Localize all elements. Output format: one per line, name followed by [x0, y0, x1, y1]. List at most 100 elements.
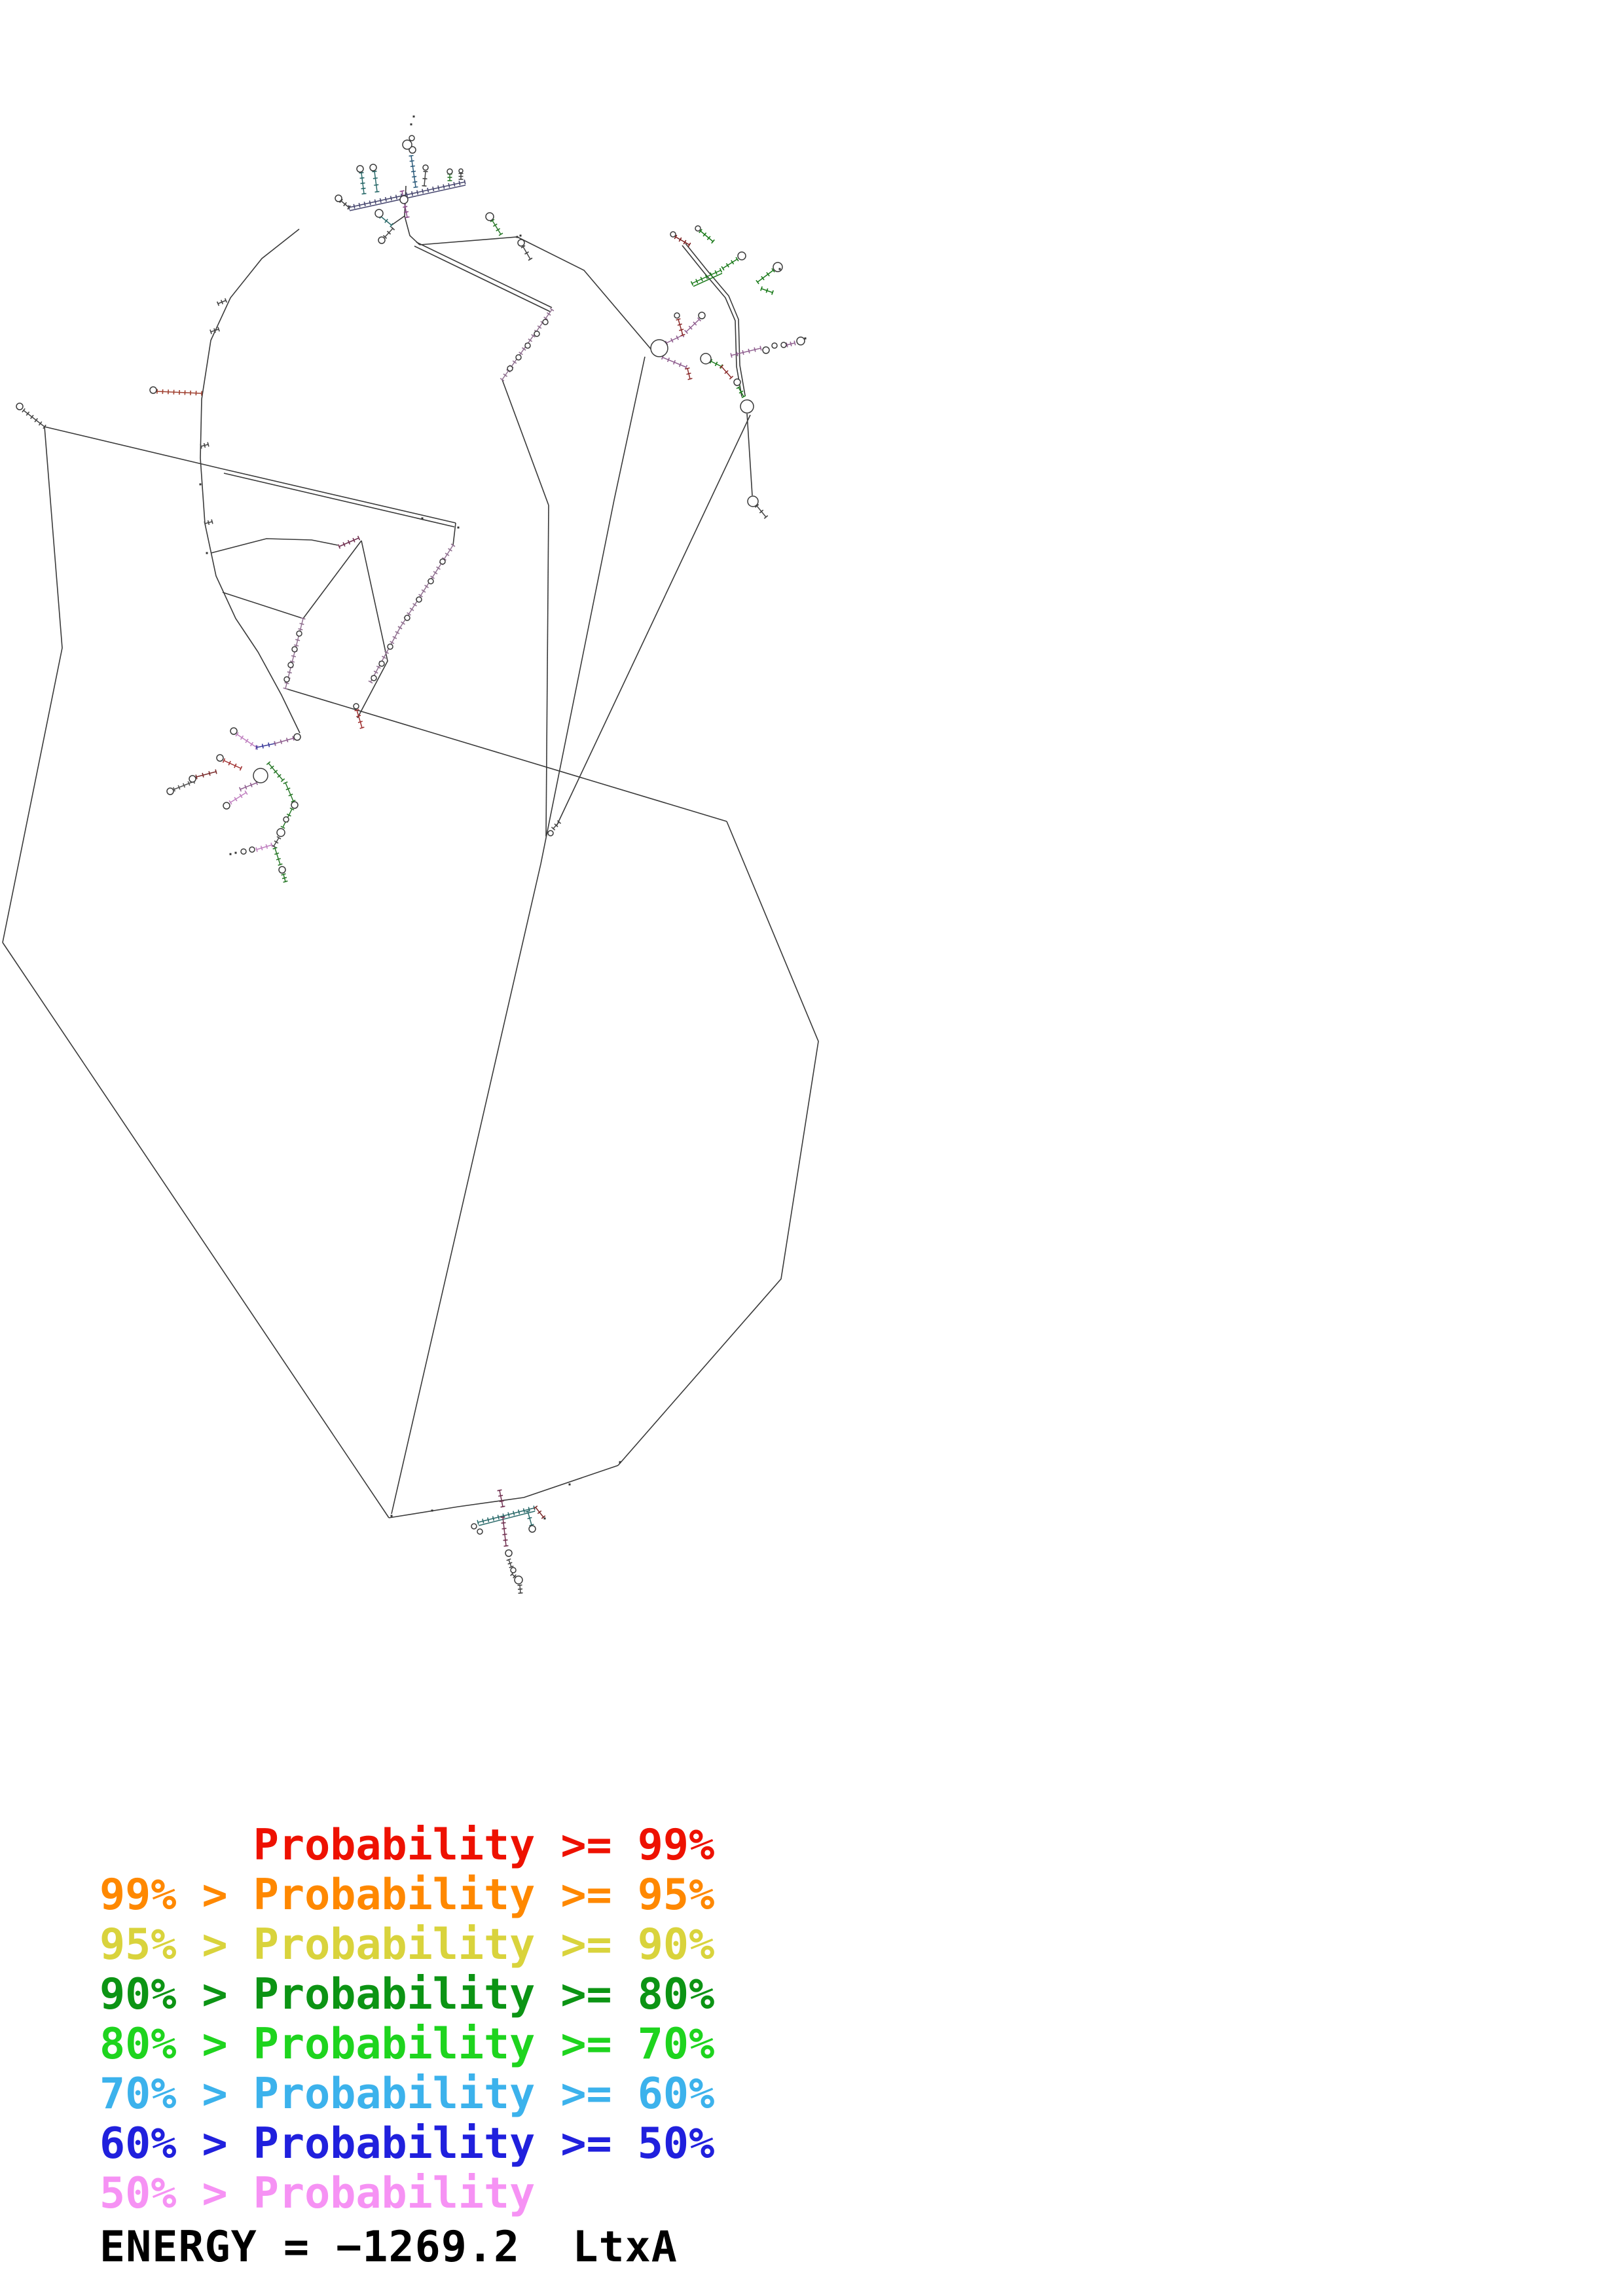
probability-legend: Probability >= 99% 99% > Probability >= 9…: [100, 1821, 714, 2219]
base-pair-rung: [200, 444, 202, 449]
base-pair-rung: [503, 1539, 508, 1541]
base-pair-rung: [736, 386, 741, 389]
base-pair-rung: [501, 1522, 506, 1524]
base-pair-rung: [742, 350, 744, 355]
legend-row-7: 60% > Probability >= 50%: [100, 2119, 715, 2168]
base-pair-rung: [284, 682, 289, 685]
base-pair-rung: [416, 190, 419, 195]
base-pair-rung: [204, 521, 206, 526]
backbone-line: [2, 942, 390, 1518]
base-pair-rung: [450, 543, 456, 547]
backbone-line: [222, 592, 304, 619]
base-pair-rung: [754, 504, 759, 508]
base-pair-rung: [477, 1520, 479, 1525]
base-pair-rung: [384, 197, 387, 202]
nucleotide-dot: [199, 483, 202, 486]
helix-strand: [223, 760, 242, 769]
base-pair-rung: [519, 351, 523, 355]
base-pair-rung: [392, 636, 397, 639]
base-pair-rung: [537, 1510, 542, 1515]
nucleotide-dot: [619, 1461, 621, 1463]
base-pair-rung: [270, 842, 273, 848]
base-pair-rung: [729, 376, 734, 380]
base-pair-rung: [409, 154, 414, 157]
base-pair-rung: [283, 687, 288, 690]
base-pair-rung: [678, 237, 682, 242]
loop-circle: [378, 660, 385, 667]
base-pair-rung: [239, 793, 243, 798]
base-pair-rung: [760, 286, 763, 291]
base-pair-rung: [390, 196, 392, 201]
loop-circle: [253, 768, 268, 783]
base-pair-rung: [382, 235, 388, 239]
base-pair-rung: [518, 1592, 523, 1594]
helix-strand: [666, 334, 684, 344]
base-pair-rung: [22, 408, 26, 413]
base-pair-rung: [786, 342, 788, 348]
base-pair-rung: [187, 781, 191, 786]
base-pair-rung: [687, 378, 693, 380]
loop-circle: [371, 675, 377, 681]
base-pair-rung: [684, 329, 688, 334]
base-pair-rung: [403, 211, 409, 213]
base-pair-rung: [207, 442, 210, 447]
base-pair-rung: [424, 584, 429, 588]
base-pair-rung: [676, 335, 679, 340]
base-pair-rung: [464, 179, 466, 185]
loop-circle: [740, 399, 754, 414]
base-pair-rung: [677, 323, 682, 326]
backbone-line: [388, 1465, 619, 1518]
base-pair-rung: [273, 770, 278, 774]
nucleotide-dot: [412, 115, 415, 118]
loop-circle: [249, 846, 255, 853]
base-pair-rung: [301, 617, 306, 620]
base-pair-rung: [379, 198, 382, 203]
loop-circle: [510, 1567, 517, 1573]
base-pair-rung: [433, 571, 438, 575]
base-pair-rung: [240, 735, 244, 740]
base-pair-rung: [270, 765, 274, 770]
energy-label: ENERGY = −1269.2 LtxA: [100, 2223, 678, 2272]
base-pair-rung: [736, 351, 739, 357]
helix-strand: [285, 782, 294, 802]
base-pair-rung: [381, 655, 386, 659]
base-pair-rung: [412, 603, 417, 607]
base-pair-rung: [210, 329, 212, 334]
base-pair-rung: [507, 1512, 510, 1517]
base-pair-rung: [354, 709, 359, 711]
base-pair-rung: [395, 631, 400, 634]
base-pair-rung: [680, 334, 685, 336]
base-pair-rung: [384, 651, 390, 655]
base-pair-rung: [361, 187, 366, 190]
base-pair-rung: [524, 251, 529, 255]
loop-circle: [287, 662, 294, 668]
loop-circle: [674, 312, 680, 319]
helix-strand: [722, 259, 738, 269]
base-pair-rung: [357, 721, 363, 723]
base-pair-rung: [283, 781, 288, 785]
base-pair-rung: [522, 1508, 526, 1513]
nucleotide-dot: [431, 1509, 433, 1512]
base-pair-rung: [430, 575, 435, 579]
helix-strand: [693, 272, 723, 287]
base-pair-rung: [403, 206, 408, 208]
base-pair-rung: [529, 1524, 534, 1526]
nucleotide-dot: [543, 1517, 546, 1520]
helix-strand: [196, 771, 217, 778]
base-pair-rung: [412, 175, 417, 178]
base-pair-rung: [685, 367, 690, 370]
base-pair-rung: [771, 268, 775, 273]
base-pair-rung: [679, 329, 684, 331]
loop-circle: [670, 231, 676, 238]
base-pair-rung: [286, 814, 291, 817]
helix-strand: [479, 1511, 536, 1526]
loop-circle: [517, 239, 525, 247]
loop-circle: [296, 630, 302, 637]
base-pair-rung: [790, 341, 792, 347]
base-pair-rung: [244, 785, 247, 790]
legend-row-2: 99% > Probability >= 95%: [100, 1871, 715, 1920]
base-pair-rung: [541, 1515, 546, 1519]
loop-circle: [771, 342, 778, 349]
base-pair-rung: [528, 257, 533, 261]
loop-circle: [404, 615, 410, 621]
